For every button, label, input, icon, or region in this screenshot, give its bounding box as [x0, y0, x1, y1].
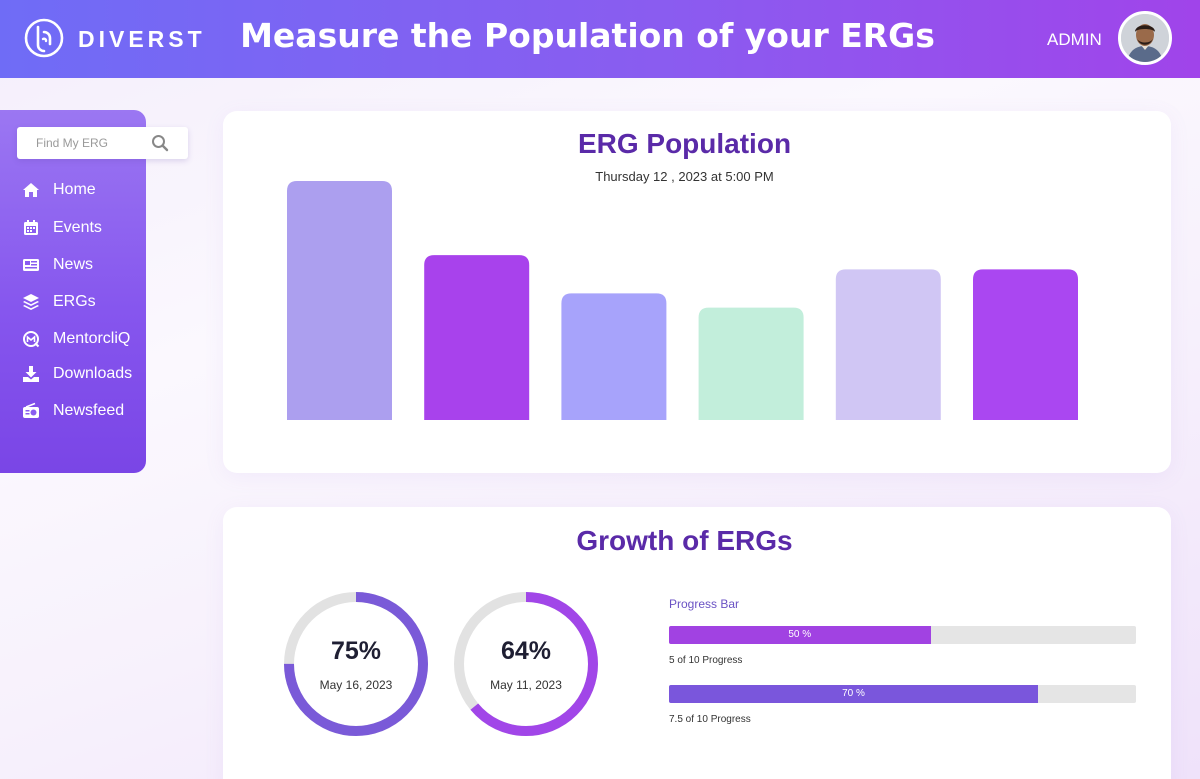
sidebar-item-label: MentorcliQ [53, 330, 131, 347]
progress-bar-heading: Progress Bar [669, 597, 740, 611]
growth-title: Growth of ERGs [576, 525, 793, 556]
progress-bar-label: 70 % [842, 688, 865, 699]
chart-bar [561, 293, 667, 420]
diverst-logo-icon[interactable] [24, 18, 64, 58]
mentorcliq-icon [23, 331, 40, 348]
radio-icon [23, 402, 39, 418]
sidebar-item-downloads[interactable]: Downloads [22, 362, 132, 386]
user-role-label[interactable]: ADMIN [1047, 30, 1102, 49]
donut-progress-arc [454, 592, 598, 736]
population-bar-chart [287, 181, 1078, 420]
sidebar-item-label: Home [53, 181, 96, 198]
sidebar-item-news[interactable]: News [22, 253, 93, 277]
donut-value: 64% [500, 637, 552, 665]
progress-caption: 5 of 10 Progress [669, 655, 743, 666]
chart-bar [287, 181, 392, 420]
sidebar-item-newsfeed[interactable]: Newsfeed [22, 399, 124, 423]
donut-chart: 64% May 11, 2023 [451, 589, 601, 739]
chart-bar [424, 255, 530, 420]
sidebar: Home Events News ERGs [0, 110, 188, 473]
donut-ring [284, 592, 428, 736]
home-icon [23, 183, 39, 197]
donut-date: May 11, 2023 [490, 678, 562, 692]
progress-bar: 50 % [669, 626, 1136, 644]
search-icon[interactable] [151, 134, 169, 152]
sidebar-item-home[interactable]: Home [22, 178, 96, 202]
donut-value: 75% [330, 637, 382, 665]
download-icon [23, 366, 39, 382]
population-card: ERG Population Thursday 12 , 2023 at 5:0… [223, 111, 1171, 473]
sidebar-item-label: Events [53, 219, 102, 236]
search-box [17, 127, 188, 159]
chart-bar [698, 307, 804, 420]
progress-bar-fill [669, 685, 1038, 703]
progress-bar-fill [669, 626, 931, 644]
chart-subtitle: Thursday 12 , 2023 at 5:00 PM [595, 169, 774, 184]
newspaper-icon [23, 259, 39, 271]
sidebar-item-label: ERGs [53, 293, 96, 310]
sidebar-item-label: News [53, 256, 94, 273]
progress-bar: 70 % [669, 685, 1136, 703]
search-input[interactable] [17, 127, 149, 159]
chart-bar [973, 269, 1078, 420]
donut-progress-arc [284, 592, 428, 736]
sidebar-item-events[interactable]: Events [22, 216, 102, 240]
layers-icon [23, 294, 39, 310]
chart-title: ERG Population [577, 128, 792, 159]
sidebar-item-mentorcliq[interactable]: MentorcliQ [22, 327, 130, 351]
top-header: DIVERST Measure the Population of your E… [0, 0, 1200, 78]
sidebar-item-label: Downloads [53, 365, 133, 382]
donut-chart: 75% May 16, 2023 [281, 589, 431, 739]
growth-card: Growth of ERGs 75% May 16, 2023 64% May … [223, 507, 1171, 779]
user-avatar-icon [1121, 14, 1169, 62]
avatar[interactable] [1118, 11, 1172, 65]
chart-bar [835, 269, 941, 420]
brand-name: DIVERST [78, 26, 206, 52]
page-title: Measure the Population of your ERGs [240, 16, 935, 55]
calendar-icon [24, 220, 38, 235]
progress-bar-label: 50 % [788, 629, 812, 640]
sidebar-item-ergs[interactable]: ERGs [22, 290, 96, 314]
sidebar-item-label: Newsfeed [53, 402, 125, 419]
progress-caption: 7.5 of 10 Progress [669, 714, 751, 725]
donut-ring [454, 592, 598, 736]
donut-date: May 16, 2023 [319, 678, 393, 692]
